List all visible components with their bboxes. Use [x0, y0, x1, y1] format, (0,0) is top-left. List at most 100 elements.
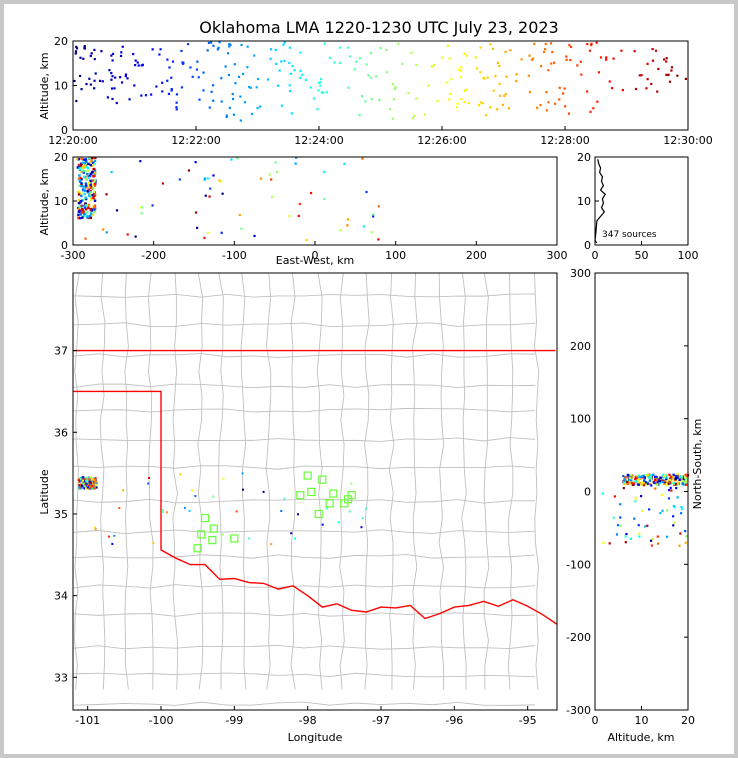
source-point: [242, 72, 245, 76]
source-point: [297, 214, 300, 218]
source-point: [624, 535, 627, 538]
source-point: [233, 63, 236, 66]
source-point: [90, 196, 93, 200]
county-line: [73, 498, 536, 504]
source-point: [339, 229, 342, 232]
source-point: [79, 200, 83, 203]
source-point: [644, 525, 647, 528]
source-point: [663, 479, 666, 483]
source-point: [622, 487, 625, 490]
source-point: [481, 102, 484, 105]
source-point: [682, 477, 685, 481]
county-line: [483, 273, 490, 690]
source-point: [295, 156, 298, 159]
source-point: [74, 50, 78, 53]
source-point: [283, 497, 286, 500]
source-point: [81, 199, 84, 202]
source-point: [85, 476, 88, 479]
source-point: [621, 88, 624, 92]
source-point: [126, 77, 129, 80]
source-point: [206, 231, 209, 234]
source-point: [110, 71, 113, 75]
county-line: [74, 273, 80, 690]
source-point: [159, 48, 162, 51]
source-point: [283, 41, 286, 44]
source-point: [91, 193, 94, 197]
source-point: [668, 80, 672, 83]
lma-station: [296, 491, 305, 500]
source-point: [88, 484, 91, 487]
source-point: [312, 97, 316, 100]
source-point: [365, 190, 368, 194]
ns-ylabel: North-South, km: [691, 419, 704, 510]
source-point: [320, 91, 323, 94]
source-point: [299, 69, 302, 72]
source-point: [248, 537, 251, 540]
source-point: [86, 486, 90, 489]
source-point: [347, 86, 350, 89]
source-point: [124, 75, 127, 78]
source-point: [595, 41, 598, 44]
source-point: [83, 206, 87, 209]
source-point: [503, 94, 506, 98]
source-point: [624, 541, 627, 544]
source-point: [239, 95, 242, 98]
source-point: [297, 513, 300, 516]
county-line: [73, 612, 536, 617]
source-point: [93, 172, 97, 176]
source-point: [90, 209, 93, 212]
source-point: [558, 86, 561, 89]
source-point: [82, 161, 85, 164]
source-point: [685, 482, 689, 485]
source-point: [189, 66, 192, 69]
source-point: [262, 490, 265, 493]
source-point: [88, 77, 91, 80]
source-point: [81, 216, 84, 219]
source-point: [651, 48, 654, 51]
source-point: [294, 162, 297, 165]
figure: Oklahoma LMA 1220-1230 UTC July 23, 2023…: [4, 4, 734, 754]
source-point: [83, 163, 87, 166]
source-point: [670, 66, 674, 69]
source-point: [685, 535, 688, 538]
source-point: [88, 157, 91, 160]
source-point: [92, 478, 96, 481]
source-point: [319, 84, 322, 87]
source-point: [203, 177, 207, 180]
source-point: [137, 64, 140, 67]
county-line: [73, 437, 536, 442]
x-tick-label: 12:26:00: [417, 134, 466, 147]
source-point: [580, 73, 583, 76]
source-point: [448, 98, 451, 101]
y-tick-label: 300: [570, 267, 591, 280]
source-point: [93, 179, 97, 182]
source-point: [683, 480, 686, 484]
source-point: [240, 43, 243, 47]
source-point: [637, 481, 640, 484]
source-point: [100, 50, 103, 53]
source-point: [84, 158, 87, 161]
source-point: [672, 524, 675, 527]
x-tick-label: 0: [592, 714, 599, 727]
source-point: [436, 99, 439, 103]
source-point: [605, 58, 608, 61]
source-point: [88, 194, 91, 197]
source-point: [120, 51, 123, 54]
source-point: [81, 486, 84, 489]
source-point: [391, 83, 395, 86]
y-tick-label: 35: [54, 508, 68, 521]
source-point: [218, 41, 221, 44]
source-point: [86, 190, 89, 193]
source-point: [190, 489, 193, 492]
source-point: [543, 48, 547, 51]
source-point: [527, 74, 530, 77]
source-point: [586, 90, 589, 93]
source-point: [228, 42, 231, 46]
source-point: [79, 180, 82, 183]
source-point: [684, 529, 687, 533]
source-point: [221, 533, 224, 536]
source-point: [79, 164, 83, 167]
source-point: [636, 476, 640, 479]
source-point: [139, 160, 142, 163]
county-line: [73, 701, 536, 706]
